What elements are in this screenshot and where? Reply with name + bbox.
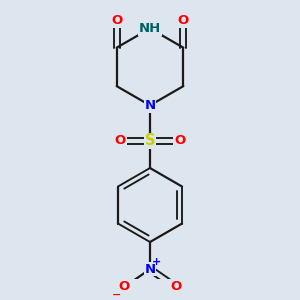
Text: N: N xyxy=(144,99,156,112)
Text: O: O xyxy=(111,14,122,27)
Text: O: O xyxy=(170,280,181,293)
Text: S: S xyxy=(145,134,155,148)
Text: O: O xyxy=(174,134,185,147)
Text: NH: NH xyxy=(139,22,161,35)
Text: +: + xyxy=(152,257,161,267)
Text: O: O xyxy=(115,134,126,147)
Text: O: O xyxy=(178,14,189,27)
Text: O: O xyxy=(119,280,130,293)
Text: −: − xyxy=(112,290,121,300)
Text: N: N xyxy=(144,263,156,276)
